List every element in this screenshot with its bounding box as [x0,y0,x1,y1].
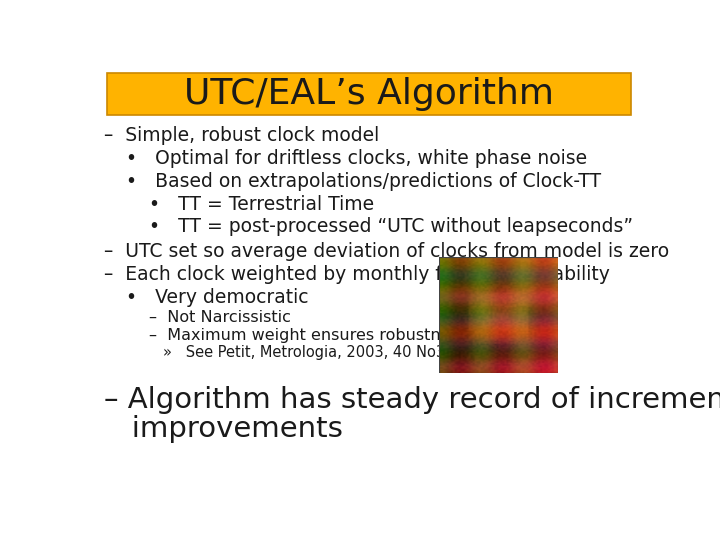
Text: –  Maximum weight ensures robustness: – Maximum weight ensures robustness [148,328,467,342]
Text: »   See Petit, Metrologia, 2003, 40 No3 252-256: » See Petit, Metrologia, 2003, 40 No3 25… [163,345,510,360]
Text: –  Simple, robust clock model: – Simple, robust clock model [104,126,379,145]
Text: •   TT = post-processed “UTC without leapseconds”: • TT = post-processed “UTC without leaps… [148,218,633,237]
FancyBboxPatch shape [107,73,631,114]
Text: •   Based on extrapolations/predictions of Clock-TT: • Based on extrapolations/predictions of… [126,172,601,191]
Text: – Algorithm has steady record of incremental: – Algorithm has steady record of increme… [104,386,720,414]
Text: •   Very democratic: • Very democratic [126,288,309,307]
Text: –  Each clock weighted by monthly frequency stability: – Each clock weighted by monthly frequen… [104,265,610,284]
Text: UTC/EAL’s Algorithm: UTC/EAL’s Algorithm [184,77,554,111]
Text: improvements: improvements [104,415,343,443]
Text: •   TT = Terrestrial Time: • TT = Terrestrial Time [148,194,374,214]
Text: •   Optimal for driftless clocks, white phase noise: • Optimal for driftless clocks, white ph… [126,149,588,168]
Text: –  Not Narcissistic: – Not Narcissistic [148,310,290,325]
Text: –  UTC set so average deviation of clocks from model is zero: – UTC set so average deviation of clocks… [104,242,669,261]
